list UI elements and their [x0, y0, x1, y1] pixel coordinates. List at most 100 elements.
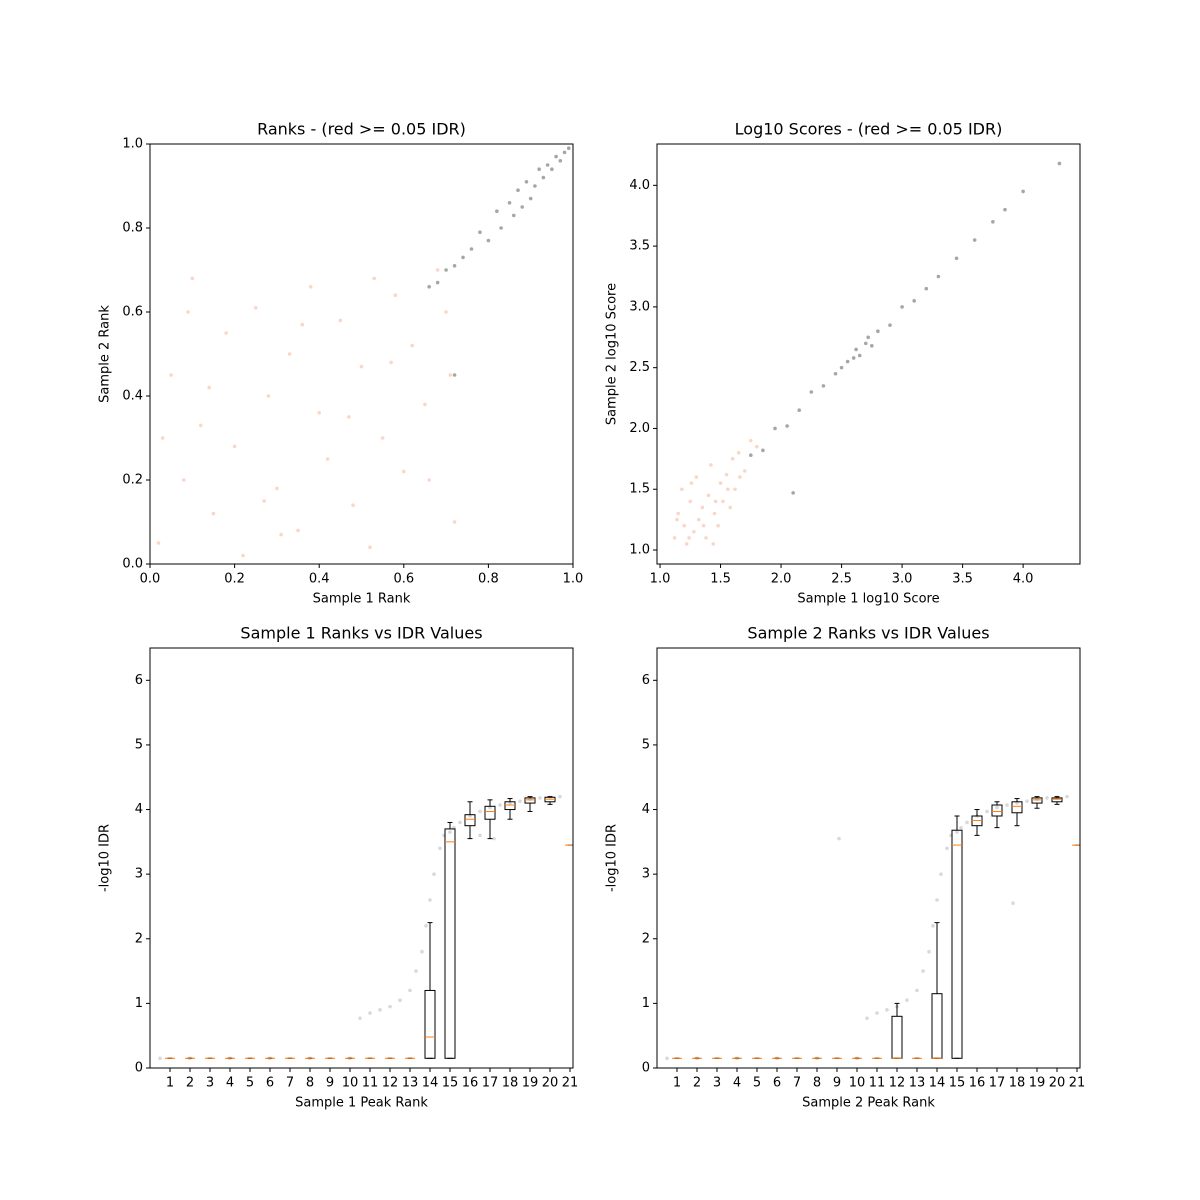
point [687, 536, 691, 540]
x-axis-label: Sample 1 Peak Rank [295, 1096, 428, 1111]
point [198, 423, 203, 428]
point [721, 499, 725, 504]
x-tick-label: 1.5 [710, 572, 731, 587]
point [511, 213, 516, 218]
x-tick-label: 19 [1029, 1076, 1046, 1091]
point [452, 373, 457, 377]
point [325, 457, 330, 461]
x-tick-label: 3.5 [952, 572, 973, 587]
point [1021, 189, 1025, 194]
point [169, 373, 173, 377]
axes-frame [149, 647, 574, 1069]
point [541, 175, 546, 180]
point [857, 353, 862, 358]
y-tick-label: 1.0 [629, 543, 650, 558]
chart-title: Log10 Scores - (red >= 0.05 IDR) [735, 120, 1003, 139]
point [704, 536, 708, 540]
point [427, 285, 431, 289]
point [1065, 794, 1069, 799]
y-tick-label: 6 [135, 673, 143, 688]
point [432, 872, 436, 876]
point [507, 201, 512, 205]
y-tick-label: 0.6 [122, 305, 143, 320]
x-tick-label: 5 [246, 1076, 254, 1091]
point [921, 969, 925, 973]
point [1003, 207, 1007, 212]
point [211, 511, 216, 516]
point [190, 276, 195, 281]
box [484, 805, 496, 820]
point [338, 318, 343, 323]
point [461, 255, 465, 260]
point [696, 517, 701, 522]
x-tick-label: 3 [206, 1076, 214, 1091]
point [253, 306, 258, 310]
point [241, 553, 245, 558]
x-tick-label: 14 [929, 1076, 946, 1091]
x-tick-label: 17 [989, 1076, 1006, 1091]
point [562, 150, 567, 155]
point [378, 1008, 382, 1012]
subplot: 0.0 0.2 0.4 0.6 0.8 1.0 0.0 0.2 0.4 0.6 0.8 1.0 Rank… [98, 120, 584, 607]
x-tick-label: 21 [1069, 1076, 1086, 1091]
y-tick-label: 3 [642, 867, 650, 882]
point [748, 438, 753, 443]
y-axis-label: -log10 IDR [605, 824, 620, 892]
x-tick-label: 20 [1049, 1076, 1066, 1091]
point [863, 341, 868, 346]
point [709, 463, 713, 467]
x-tick-label: 11 [869, 1076, 886, 1091]
point [458, 820, 462, 825]
point [558, 794, 562, 799]
point [317, 411, 322, 415]
x-tick-label: 17 [482, 1076, 499, 1091]
point [452, 264, 457, 268]
point [854, 347, 858, 352]
x-tick-label: 4 [226, 1076, 234, 1091]
point [797, 408, 802, 413]
point [266, 394, 271, 398]
x-tick-label: 6 [266, 1076, 274, 1091]
y-tick-label: 1 [135, 996, 143, 1011]
point [935, 898, 939, 902]
x-tick-label: 5 [753, 1076, 761, 1091]
x-tick-label: 16 [462, 1076, 479, 1091]
point [870, 343, 874, 348]
y-tick-label: 1.5 [629, 482, 650, 497]
point [701, 523, 706, 528]
point [414, 969, 418, 973]
point [954, 256, 959, 261]
point [372, 276, 376, 281]
point [839, 365, 844, 370]
point [791, 491, 795, 495]
point [726, 487, 730, 492]
x-tick-label: 0.0 [140, 572, 161, 587]
point [444, 268, 448, 272]
point [408, 988, 412, 993]
subplot: 1 2 3 4 5 6 7 8 9 10 11 12 13 14 15 16 17 18 19 20 210123456… [98, 624, 579, 1111]
y-tick-label: 5 [642, 737, 650, 752]
point [939, 872, 943, 876]
point [478, 230, 482, 234]
point [972, 238, 977, 242]
x-tick-label: 7 [793, 1076, 801, 1091]
point [533, 184, 537, 188]
x-tick-label: 1 [673, 1076, 681, 1091]
point [520, 205, 525, 209]
point [875, 1011, 879, 1015]
point [444, 310, 448, 314]
point [518, 799, 522, 803]
box [1031, 797, 1043, 804]
x-tick-label: 18 [1009, 1076, 1026, 1091]
point [837, 836, 841, 841]
x-tick-label: 4.0 [1013, 572, 1034, 587]
x-tick-label: 15 [949, 1076, 966, 1091]
point [755, 444, 759, 449]
point [761, 448, 765, 453]
point [300, 322, 305, 327]
point [495, 209, 499, 213]
point [435, 280, 440, 285]
x-tick-label: 3 [713, 1076, 721, 1091]
box [991, 804, 1003, 817]
y-tick-label: 4 [135, 802, 143, 817]
